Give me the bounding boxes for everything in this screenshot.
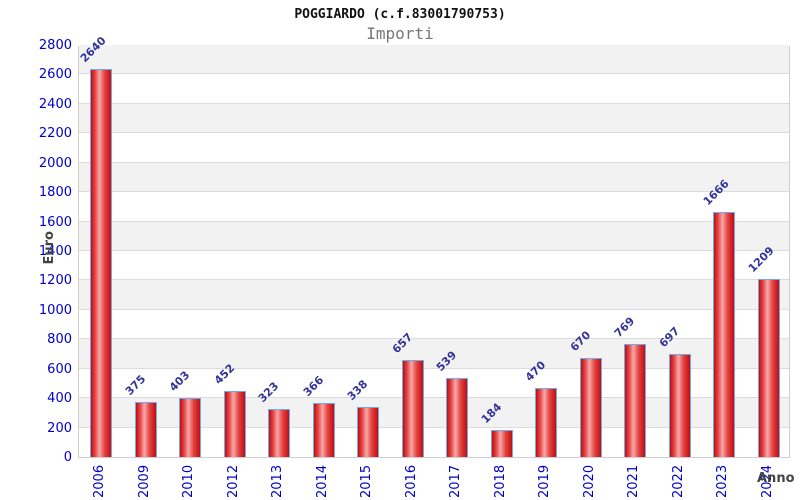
x-axis-tick-label: 2009 [136,464,152,498]
gridline [79,220,789,222]
x-axis-tick-label: 2019 [537,464,553,498]
x-axis-tick-label: 2018 [492,464,508,498]
plot-band [79,251,789,281]
bar-2006 [90,68,113,457]
gridline [79,279,789,281]
chart-title: POGGIARDO (c.f.83001790753) [294,7,506,22]
gridline [79,132,789,134]
plot-band [79,192,789,222]
x-axis-tick-label: 2006 [92,464,108,498]
x-axis-tick-label: 2010 [181,464,197,498]
y-axis-tick-label: 2000 [38,155,72,171]
bar-2022 [668,354,691,457]
y-axis-tick-label: 1200 [38,273,72,289]
bar-2024 [757,279,780,457]
bar-2018 [490,429,513,457]
gridline [79,191,789,193]
y-axis-tick-label: 800 [47,332,72,348]
gridline [79,397,789,399]
bar-2019 [535,387,558,457]
plot-area: 2640 375 403 452 323 366 338 657 539 184 470 670 769… [78,34,790,458]
x-axis-title: Anno [757,471,795,486]
gridline [79,102,789,104]
chart-subtitle: Importi [366,24,434,43]
bar-2014 [312,403,335,457]
plot-band [79,280,789,310]
plot-band [79,221,789,251]
plot-band [79,162,789,193]
y-axis-tick-label: 2600 [38,67,72,83]
x-axis-tick-label: 2015 [359,464,375,498]
x-axis-tick-label: 2013 [270,464,286,498]
bar-2021 [624,343,647,457]
x-axis-tick-label: 2021 [626,464,642,498]
y-axis-tick-label: 200 [47,420,72,436]
gridline [79,73,789,75]
plot-band [79,133,789,163]
gridline [79,161,789,163]
gridline [79,338,789,340]
y-axis-tick-label: 1400 [38,244,72,259]
x-axis-tick-label: 2016 [403,464,419,498]
plot-band [79,103,789,134]
bar-2023 [713,211,736,457]
y-axis-tick-label: 600 [47,361,72,377]
y-axis-tick-label: 0 [63,450,72,465]
y-axis-tick-label: 2400 [38,96,72,112]
y-axis-title: Euro [42,231,57,265]
gridline [79,367,789,369]
y-axis-tick-label: 2800 [38,38,72,53]
plot-band [79,309,789,340]
bar-2017 [446,377,469,457]
gridline [79,250,789,251]
bar-2016 [401,360,424,457]
y-axis-tick-label: 1800 [38,185,72,201]
plot-band [79,45,789,75]
bar-2009 [134,401,157,457]
plot-band [79,74,789,104]
y-axis-tick-label: 1000 [38,302,72,318]
bar-2010 [179,397,202,457]
y-axis-tick-label: 400 [47,391,72,407]
x-axis-tick-label: 2022 [670,464,686,498]
x-axis-tick-label: 2014 [314,464,330,498]
gridline [79,308,789,310]
x-axis-tick-label: 2023 [715,464,731,498]
gridline [79,426,789,428]
x-axis-tick-label: 2012 [225,464,241,498]
bar-2015 [357,407,380,457]
y-axis-tick-label: 2200 [38,126,72,142]
x-axis-tick-label: 2017 [448,464,464,498]
bar-2012 [223,390,246,457]
bar-2020 [579,358,602,457]
bar-2013 [268,409,291,457]
x-axis-tick-label: 2020 [581,464,597,498]
y-axis-tick-label: 1600 [38,214,72,230]
